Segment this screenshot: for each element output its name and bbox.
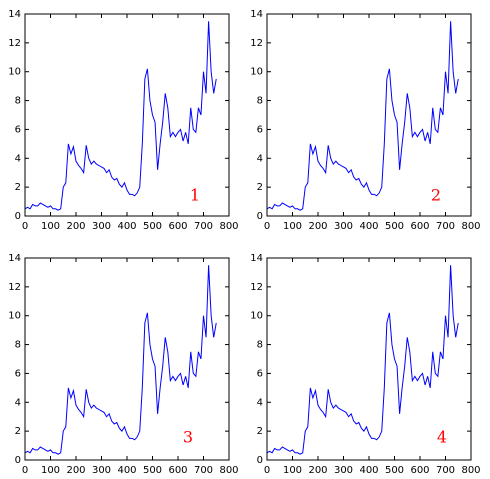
annotation: 3	[183, 428, 193, 447]
x-tick-label: 200	[308, 465, 327, 476]
x-tick-label: 0	[264, 465, 270, 476]
y-tick-label: 4	[257, 153, 263, 164]
y-tick-label: 2	[15, 182, 21, 193]
x-tick-label: 300	[92, 465, 111, 476]
x-tick-label: 600	[168, 465, 187, 476]
x-tick-label: 800	[461, 221, 480, 232]
y-tick-label: 12	[8, 282, 21, 293]
y-tick-label: 8	[257, 340, 263, 351]
x-tick-label: 500	[385, 465, 404, 476]
x-tick-label: 700	[194, 221, 213, 232]
data-line	[266, 265, 459, 455]
y-tick-label: 6	[257, 368, 263, 379]
x-tick-label: 400	[359, 465, 378, 476]
y-tick-label: 0	[257, 211, 263, 222]
annotation: 2	[431, 186, 441, 205]
y-tick-label: 10	[250, 67, 263, 78]
annotation: 4	[437, 428, 447, 447]
axes-frame	[24, 257, 230, 461]
x-tick-label: 800	[219, 221, 238, 232]
y-tick-label: 8	[15, 96, 21, 107]
y-tick-label: 0	[257, 455, 263, 466]
axes-frame	[266, 257, 472, 461]
x-tick-label: 500	[385, 221, 404, 232]
y-tick-label: 0	[15, 455, 21, 466]
y-tick-label: 6	[257, 124, 263, 135]
annotation: 1	[190, 186, 200, 205]
y-tick-label: 8	[15, 340, 21, 351]
y-tick-label: 10	[8, 311, 21, 322]
y-tick-label: 0	[15, 211, 21, 222]
data-line	[24, 21, 217, 211]
y-tick-label: 10	[250, 311, 263, 322]
axes-frame	[266, 13, 472, 217]
x-tick-label: 400	[359, 221, 378, 232]
x-tick-label: 800	[461, 465, 480, 476]
x-tick-label: 200	[308, 221, 327, 232]
x-tick-label: 700	[194, 465, 213, 476]
y-tick-label: 6	[15, 368, 21, 379]
y-tick-label: 14	[8, 9, 21, 20]
x-tick-label: 600	[168, 221, 187, 232]
axes-frame	[24, 13, 230, 217]
data-line	[266, 21, 459, 211]
y-tick-label: 14	[250, 9, 263, 20]
x-tick-label: 600	[410, 465, 429, 476]
x-tick-label: 600	[410, 221, 429, 232]
x-tick-label: 100	[283, 221, 302, 232]
y-tick-label: 4	[15, 153, 21, 164]
y-tick-label: 12	[8, 38, 21, 49]
x-tick-label: 0	[264, 221, 270, 232]
x-tick-label: 100	[283, 465, 302, 476]
x-tick-label: 800	[219, 465, 238, 476]
y-tick-label: 4	[15, 397, 21, 408]
y-tick-label: 10	[8, 67, 21, 78]
x-tick-label: 500	[143, 465, 162, 476]
x-tick-label: 0	[22, 465, 28, 476]
data-line	[24, 265, 217, 455]
y-tick-label: 2	[257, 182, 263, 193]
y-tick-label: 12	[250, 282, 263, 293]
x-tick-label: 700	[436, 465, 455, 476]
x-tick-label: 200	[66, 221, 85, 232]
y-tick-label: 8	[257, 96, 263, 107]
x-tick-label: 400	[117, 465, 136, 476]
x-tick-label: 300	[334, 465, 353, 476]
x-tick-label: 400	[117, 221, 136, 232]
x-tick-label: 300	[334, 221, 353, 232]
y-tick-label: 2	[15, 426, 21, 437]
y-tick-label: 6	[15, 124, 21, 135]
x-tick-label: 0	[22, 221, 28, 232]
x-tick-label: 700	[436, 221, 455, 232]
x-tick-label: 100	[41, 221, 60, 232]
y-tick-label: 14	[8, 253, 21, 264]
y-tick-label: 2	[257, 426, 263, 437]
x-tick-label: 500	[143, 221, 162, 232]
y-tick-label: 14	[250, 253, 263, 264]
y-tick-label: 4	[257, 397, 263, 408]
x-tick-label: 300	[92, 221, 111, 232]
x-tick-label: 200	[66, 465, 85, 476]
x-tick-label: 100	[41, 465, 60, 476]
y-tick-label: 12	[250, 38, 263, 49]
